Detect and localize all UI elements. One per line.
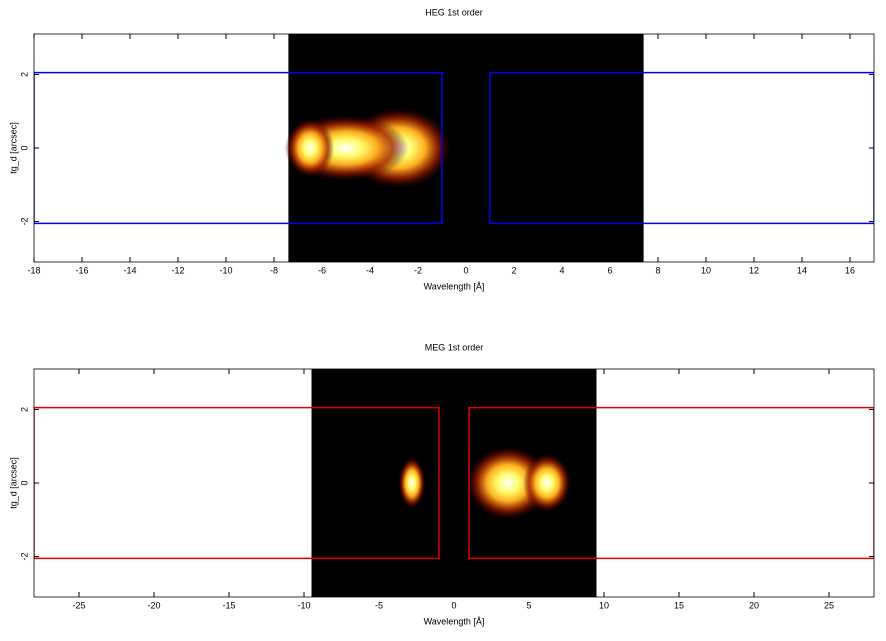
region bbox=[34, 406, 440, 560]
region bbox=[468, 406, 874, 560]
x-tick-label: 16 bbox=[845, 265, 855, 275]
region bbox=[489, 71, 874, 225]
x-tick-label: -10 bbox=[297, 600, 310, 610]
x-tick-label: -10 bbox=[219, 265, 232, 275]
y-axis-label: tg_d [arcsec] bbox=[8, 457, 18, 509]
x-tick-label: 10 bbox=[599, 600, 609, 610]
y-axis-label: tg_d [arcsec] bbox=[8, 122, 18, 174]
source-blob bbox=[286, 118, 334, 178]
x-tick-label: 12 bbox=[749, 265, 759, 275]
x-tick-label: 20 bbox=[749, 600, 759, 610]
y-tick-label: 0 bbox=[19, 480, 29, 485]
source-blob bbox=[523, 453, 571, 513]
x-tick-label: 6 bbox=[607, 265, 612, 275]
x-tick-label: -5 bbox=[375, 600, 383, 610]
y-tick-label: -2 bbox=[19, 218, 29, 226]
x-tick-label: 8 bbox=[655, 265, 660, 275]
source-blob bbox=[398, 457, 426, 509]
x-tick-label: 15 bbox=[674, 600, 684, 610]
x-tick-label: -15 bbox=[222, 600, 235, 610]
x-tick-label: -25 bbox=[72, 600, 85, 610]
x-tick-label: -2 bbox=[414, 265, 422, 275]
x-tick-label: -6 bbox=[318, 265, 326, 275]
x-tick-label: -4 bbox=[366, 265, 374, 275]
y-tick-label: -2 bbox=[19, 553, 29, 561]
x-tick-label: -8 bbox=[270, 265, 278, 275]
x-tick-label: -12 bbox=[171, 265, 184, 275]
x-tick-label: 14 bbox=[797, 265, 807, 275]
x-tick-label: 10 bbox=[701, 265, 711, 275]
x-tick-label: 5 bbox=[526, 600, 531, 610]
x-axis-label: Wavelength [Å] bbox=[424, 616, 485, 626]
x-tick-label: 0 bbox=[451, 600, 456, 610]
x-tick-label: -20 bbox=[147, 600, 160, 610]
y-tick-label: 2 bbox=[19, 72, 29, 77]
y-tick-label: 0 bbox=[19, 145, 29, 150]
chart-title: MEG 1st order bbox=[425, 342, 484, 352]
chart-title: HEG 1st order bbox=[425, 7, 483, 17]
x-tick-label: -16 bbox=[75, 265, 88, 275]
region bbox=[34, 71, 443, 225]
x-tick-label: -14 bbox=[123, 265, 136, 275]
x-tick-label: 25 bbox=[824, 600, 834, 610]
x-axis-label: Wavelength [Å] bbox=[424, 281, 485, 291]
x-tick-label: -18 bbox=[27, 265, 40, 275]
y-tick-label: 2 bbox=[19, 407, 29, 412]
x-tick-label: 2 bbox=[511, 265, 516, 275]
x-tick-label: 0 bbox=[463, 265, 468, 275]
x-tick-label: 4 bbox=[559, 265, 564, 275]
